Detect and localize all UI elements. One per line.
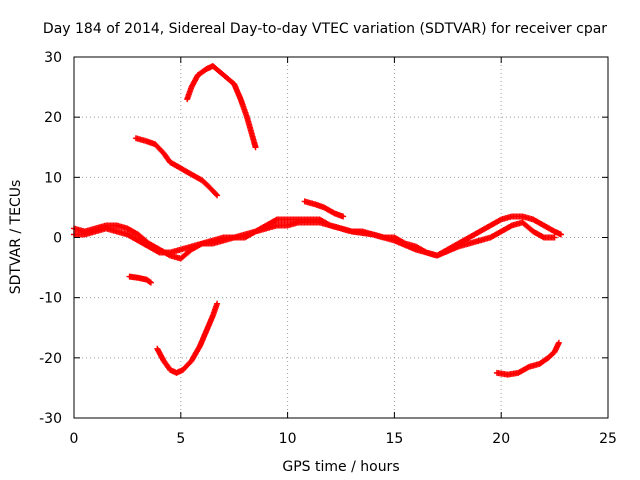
data-point-markers (493, 339, 562, 378)
data-point-markers (132, 135, 221, 199)
series-arc-low-left (126, 273, 154, 286)
y-axis-label: SDTVAR / TECUs (8, 180, 24, 295)
x-tick-label: 5 (176, 431, 185, 447)
chart-title: Day 184 of 2014, Sidereal Day-to-day VTE… (43, 21, 607, 37)
series-arc-upper-mid (132, 135, 221, 199)
y-tick-label: 20 (44, 110, 62, 126)
series-arc-low-right (493, 339, 562, 378)
data-point-markers (301, 198, 347, 220)
x-tick-label: 15 (385, 431, 403, 447)
data-point-markers (184, 63, 259, 151)
x-tick-label: 0 (70, 431, 79, 447)
series-arc-low-u (154, 300, 221, 376)
x-tick-label: 20 (492, 431, 510, 447)
y-tick-label: 30 (44, 50, 62, 66)
axis-ticks: 0 5 10 15 20 25 -30 -20 -10 0 10 20 30 (39, 50, 617, 447)
x-tick-label: 25 (599, 431, 617, 447)
x-axis-label: GPS time / hours (282, 459, 399, 475)
grid-lines (74, 57, 608, 418)
y-tick-label: -20 (39, 351, 62, 367)
x-tick-label: 10 (279, 431, 297, 447)
y-tick-label: -10 (39, 291, 62, 307)
data-points (71, 63, 565, 378)
y-tick-label: -30 (39, 411, 62, 427)
data-point-markers (154, 300, 221, 376)
data-point-markers (126, 273, 154, 286)
y-tick-label: 0 (53, 231, 62, 247)
series-arc-upper-small (301, 198, 347, 220)
series-arc-upper-high (184, 63, 259, 151)
y-tick-label: 10 (44, 170, 62, 186)
